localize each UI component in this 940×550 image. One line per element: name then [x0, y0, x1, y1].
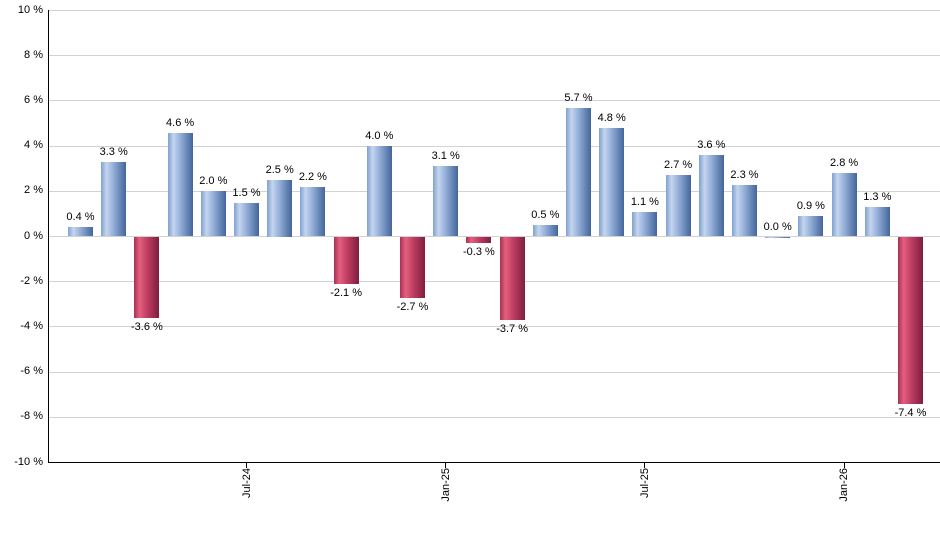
y-axis-label: -10 %: [14, 455, 43, 468]
bar-value-label: 2.7 %: [664, 159, 693, 172]
bar-value-label: -0.3 %: [462, 246, 495, 259]
bar-value-label: 4.8 %: [597, 112, 626, 125]
bar-value-label: 1.5 %: [232, 186, 261, 199]
x-axis-tick: [445, 463, 447, 468]
bar-positive: [366, 146, 392, 237]
bar-value-label: 1.3 %: [863, 191, 892, 204]
bar-positive: [732, 184, 757, 237]
bar-negative: [333, 236, 359, 284]
bar-positive: [532, 225, 558, 237]
bar-positive: [433, 166, 459, 237]
x-axis-label: Jul-25: [638, 468, 651, 498]
bar-value-label: 3.1 %: [431, 150, 460, 163]
x-axis-tick: [644, 463, 646, 468]
gridline: [49, 281, 940, 283]
gridline: [49, 190, 940, 192]
bar-value-label: 2.8 %: [830, 157, 859, 170]
bar-value-label: 3.6 %: [697, 139, 726, 152]
y-axis-label: -8 %: [20, 410, 43, 423]
y-axis-label: 10 %: [17, 3, 43, 16]
bar-positive: [101, 161, 127, 237]
gridline: [49, 416, 940, 418]
x-axis-line: [47, 461, 940, 463]
gridline: [49, 326, 940, 328]
bar-positive: [267, 180, 293, 237]
bar-value-label: 2.5 %: [265, 164, 294, 176]
bar-positive: [200, 191, 226, 237]
bar-value-label: 0.4 %: [66, 211, 95, 224]
gridline: [49, 55, 940, 57]
bar-positive: [864, 207, 890, 237]
bar-value-label: 4.6 %: [166, 116, 195, 129]
bar-negative: [134, 236, 160, 318]
y-axis-label: 4 %: [24, 139, 43, 152]
y-axis-label: 2 %: [24, 184, 43, 197]
bar-value-label: 4.0 %: [365, 130, 394, 143]
y-axis-label: 0 %: [24, 229, 43, 242]
gridline: [49, 236, 940, 237]
bar-value-label: -3.7 %: [496, 323, 528, 336]
x-axis-label: Jan-25: [439, 468, 452, 502]
gridline: [49, 371, 940, 373]
bar-positive: [566, 107, 591, 237]
bar-value-label: 0.5 %: [531, 209, 560, 222]
y-axis-label: -4 %: [20, 319, 43, 332]
y-axis-label: 8 %: [24, 48, 43, 61]
x-axis-tick: [246, 463, 247, 468]
bar-value-label: 0.9 %: [796, 200, 825, 213]
gridline: [49, 100, 940, 102]
gridline: [49, 145, 940, 147]
y-axis-line: [47, 10, 49, 463]
x-axis-tick: [843, 463, 845, 468]
bar-value-label: -2.7 %: [396, 300, 429, 313]
bar-negative: [466, 236, 492, 244]
bar-positive: [665, 175, 691, 237]
bar-value-label: 5.7 %: [564, 91, 593, 104]
bar-value-label: -3.6 %: [130, 320, 163, 333]
y-axis-label: -6 %: [20, 365, 43, 378]
bar-negative: [400, 236, 425, 298]
bar-value-label: 2.3 %: [730, 168, 759, 181]
bar-positive: [798, 216, 824, 237]
bar-value-label: 1.1 %: [630, 195, 659, 208]
bar-negative: [898, 236, 923, 404]
bar-positive: [831, 173, 857, 237]
bar-negative: [499, 236, 525, 321]
bar-positive: [632, 211, 658, 237]
bar-positive: [300, 186, 326, 237]
bar-positive: [698, 155, 724, 237]
bar-value-label: -2.1 %: [330, 286, 362, 299]
bar-positive: [68, 227, 93, 237]
bar-value-label: -7.4 %: [894, 406, 927, 419]
x-axis-label: Jul-24: [240, 468, 253, 498]
bar-value-label: 2.0 %: [199, 175, 228, 188]
bar-positive: [599, 128, 625, 237]
y-axis-label: -2 %: [20, 274, 43, 287]
bar-value-label: 3.3 %: [99, 145, 128, 158]
x-axis-label: Jan-26: [838, 468, 851, 502]
gridline: [49, 10, 940, 11]
y-axis-label: 6 %: [24, 93, 43, 106]
bar-positive: [234, 202, 259, 237]
bar-value-label: 2.2 %: [298, 170, 327, 183]
bar-value-label: 0.0 %: [763, 220, 792, 233]
bar-positive: [765, 236, 791, 239]
bar-positive: [167, 132, 193, 237]
